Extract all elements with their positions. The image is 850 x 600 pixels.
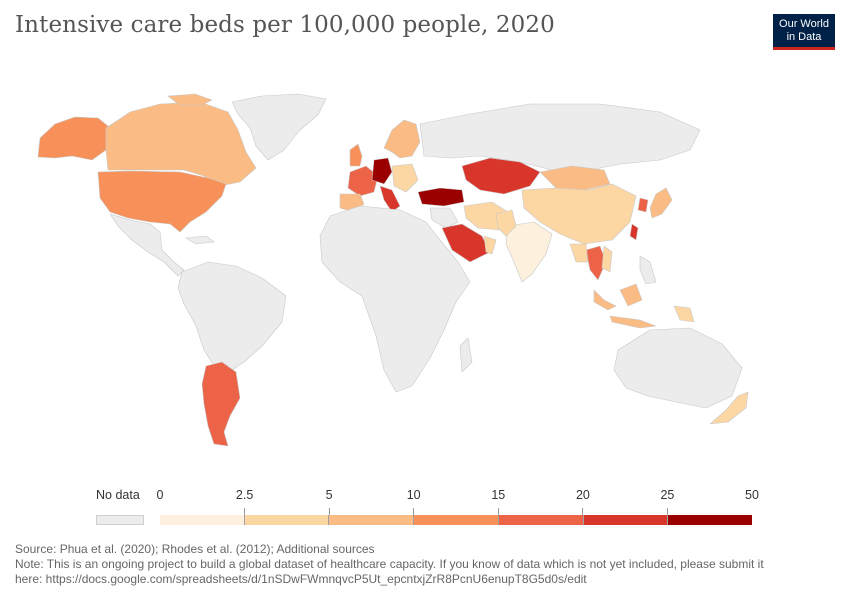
country-madagascar[interactable]: [459, 337, 473, 373]
country-southeast-asia[interactable]: [569, 243, 589, 263]
legend-bin-6[interactable]: [668, 515, 753, 525]
legend-tick-label: 5: [325, 488, 333, 502]
country-malaysia[interactable]: [593, 289, 617, 311]
note-line-2[interactable]: here: https://docs.google.com/spreadshee…: [15, 572, 587, 586]
country-russia[interactable]: [419, 103, 701, 173]
country-turkey[interactable]: [417, 187, 465, 207]
country-vietnam[interactable]: [601, 245, 613, 273]
owid-logo[interactable]: Our World in Data: [773, 14, 835, 50]
legend-bin-3[interactable]: [414, 515, 499, 525]
country-greenland[interactable]: [231, 93, 327, 161]
legend-tick: [244, 508, 245, 515]
legend-bin-2[interactable]: [329, 515, 415, 525]
legend-color-bar: [160, 515, 753, 525]
legend-tick-label: 25: [660, 488, 675, 502]
legend-tick-label: 0: [156, 488, 164, 502]
country-south-america[interactable]: [177, 261, 287, 371]
legend-tick: [498, 508, 499, 515]
legend-tick: [329, 508, 330, 515]
country-south-korea[interactable]: [637, 197, 649, 213]
country-france[interactable]: [347, 165, 379, 197]
world-map: [37, 93, 749, 447]
country-united-states[interactable]: [97, 170, 227, 233]
country-philippines[interactable]: [639, 255, 657, 285]
country-japan[interactable]: [649, 187, 673, 219]
legend-tick-label: 15: [491, 488, 506, 502]
country-oman[interactable]: [483, 235, 497, 255]
chart-title: Intensive care beds per 100,000 people, …: [15, 12, 555, 38]
country-italy[interactable]: [379, 185, 401, 213]
country-new-zealand[interactable]: [709, 391, 749, 425]
legend-bin-4[interactable]: [498, 515, 584, 525]
legend-tick: [667, 508, 668, 515]
legend-tick-label: 10: [406, 488, 421, 502]
country-scandinavia[interactable]: [383, 119, 421, 159]
country-australia[interactable]: [613, 327, 743, 409]
country-taiwan[interactable]: [629, 223, 639, 241]
legend-tick: [582, 508, 583, 515]
legend-bin-1[interactable]: [244, 515, 330, 525]
country-pakistan[interactable]: [495, 209, 517, 237]
legend-tick: [413, 508, 414, 515]
legend-bin-0[interactable]: [160, 515, 245, 525]
country-alaska[interactable]: [37, 116, 109, 161]
logo-line-2: in Data: [786, 31, 822, 43]
country-germany[interactable]: [371, 157, 393, 185]
source-note: Source: Phua et al. (2020); Rhodes et al…: [15, 542, 375, 556]
country-mexico[interactable]: [109, 213, 185, 277]
country-africa[interactable]: [319, 205, 471, 393]
note-line-1: Note: This is an ongoing project to buil…: [15, 557, 764, 571]
country-eastern-europe[interactable]: [391, 163, 419, 193]
logo-accent-bar: [773, 47, 835, 50]
country-thailand[interactable]: [585, 245, 607, 281]
legend-bin-5[interactable]: [583, 515, 669, 525]
country-borneo[interactable]: [619, 283, 643, 307]
legend-tick-label: 50: [745, 488, 759, 502]
legend-no-data-label: No data: [96, 488, 140, 502]
country-china[interactable]: [521, 183, 637, 245]
country-indonesia[interactable]: [609, 315, 657, 329]
legend-tick-label: 20: [575, 488, 590, 502]
country-caribbean[interactable]: [185, 235, 215, 245]
country-kazakhstan[interactable]: [461, 157, 541, 195]
country-middle-east[interactable]: [429, 207, 459, 229]
country-india[interactable]: [505, 221, 553, 283]
country-canada-arctic[interactable]: [167, 93, 213, 107]
country-papua-new-guinea[interactable]: [673, 305, 695, 323]
country-united-kingdom[interactable]: [349, 143, 363, 167]
country-argentina[interactable]: [201, 361, 241, 447]
logo-line-1: Our World: [779, 18, 829, 30]
legend-tick-label: 2.5: [235, 488, 254, 502]
legend-no-data-swatch[interactable]: [96, 515, 144, 525]
